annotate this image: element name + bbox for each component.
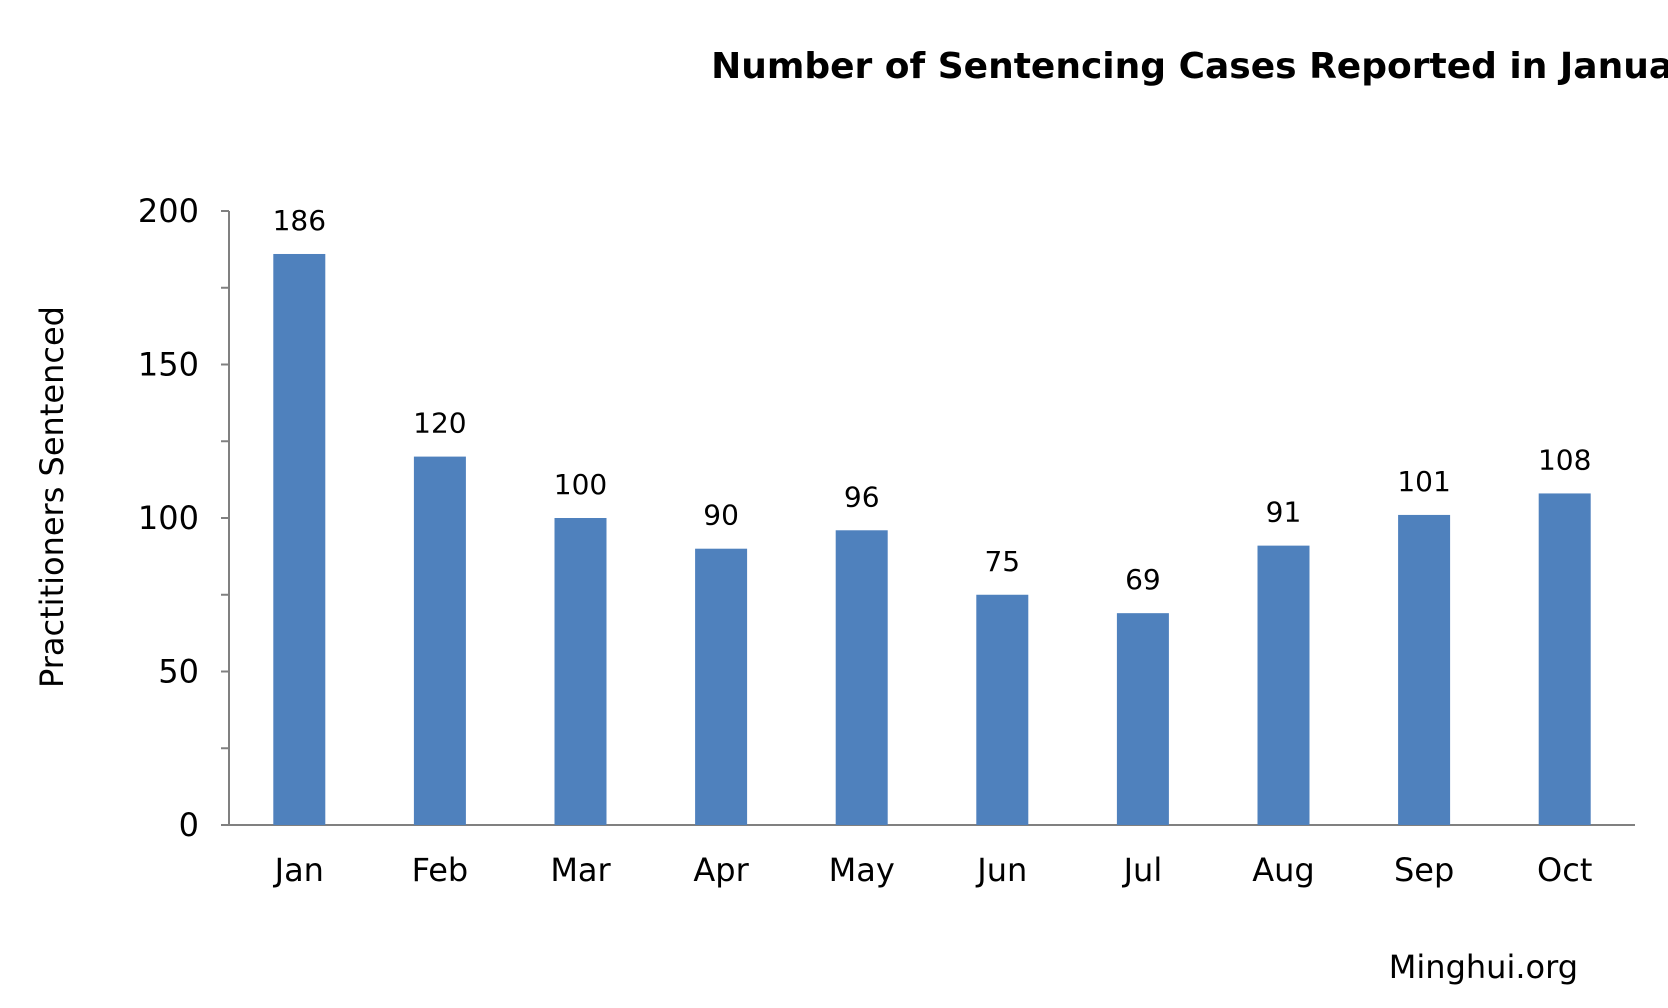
bars bbox=[273, 254, 1590, 825]
bar-mar bbox=[555, 518, 607, 825]
bar-sep bbox=[1398, 515, 1450, 825]
data-label-jan: 186 bbox=[273, 204, 326, 237]
x-tick-label-sep: Sep bbox=[1394, 851, 1454, 889]
y-axis-ticks: 0 50 100 150 200 bbox=[138, 192, 229, 844]
y-tick-label: 150 bbox=[138, 346, 199, 384]
y-tick-label: 50 bbox=[158, 653, 199, 691]
chart-title: Number of Sentencing Cases Reported in J… bbox=[711, 46, 1668, 87]
data-label-sep: 101 bbox=[1397, 465, 1450, 498]
y-tick-label: 200 bbox=[138, 192, 199, 230]
data-label-mar: 100 bbox=[554, 468, 607, 501]
x-tick-label-oct: Oct bbox=[1537, 851, 1592, 889]
x-tick-label-aug: Aug bbox=[1252, 851, 1314, 889]
bar-jul bbox=[1117, 613, 1169, 825]
x-tick-label-jul: Jul bbox=[1122, 851, 1163, 889]
bar-jun bbox=[976, 595, 1028, 825]
bar-may bbox=[836, 530, 888, 825]
bar-chart: Number of Sentencing Cases Reported in J… bbox=[0, 0, 1668, 1008]
data-label-oct: 108 bbox=[1538, 443, 1591, 476]
data-label-jul: 69 bbox=[1125, 563, 1161, 596]
data-label-may: 96 bbox=[844, 480, 880, 513]
x-tick-label-jun: Jun bbox=[975, 851, 1027, 889]
bar-apr bbox=[695, 549, 747, 825]
y-axis-label: Practitioners Sentenced bbox=[33, 306, 71, 688]
data-label-aug: 91 bbox=[1266, 496, 1302, 529]
x-tick-label-feb: Feb bbox=[412, 851, 469, 889]
data-labels: 186 120 100 90 96 75 69 91 101 108 bbox=[273, 204, 1592, 596]
data-label-jun: 75 bbox=[984, 545, 1020, 578]
bar-aug bbox=[1258, 546, 1310, 825]
bar-feb bbox=[414, 457, 466, 825]
y-tick-label: 100 bbox=[138, 499, 199, 537]
data-label-feb: 120 bbox=[413, 407, 466, 440]
x-tick-label-mar: Mar bbox=[550, 851, 611, 889]
data-label-apr: 90 bbox=[703, 499, 739, 532]
x-tick-label-apr: Apr bbox=[693, 851, 749, 889]
bar-jan bbox=[273, 254, 325, 825]
x-tick-label-jan: Jan bbox=[273, 851, 324, 889]
source-label: Minghui.org bbox=[1389, 948, 1578, 986]
bar-oct bbox=[1539, 493, 1591, 825]
x-tick-label-may: May bbox=[829, 851, 895, 889]
y-tick-label: 0 bbox=[179, 806, 199, 844]
x-axis-labels: Jan Feb Mar Apr May Jun Jul Aug Sep Oct bbox=[273, 851, 1593, 889]
